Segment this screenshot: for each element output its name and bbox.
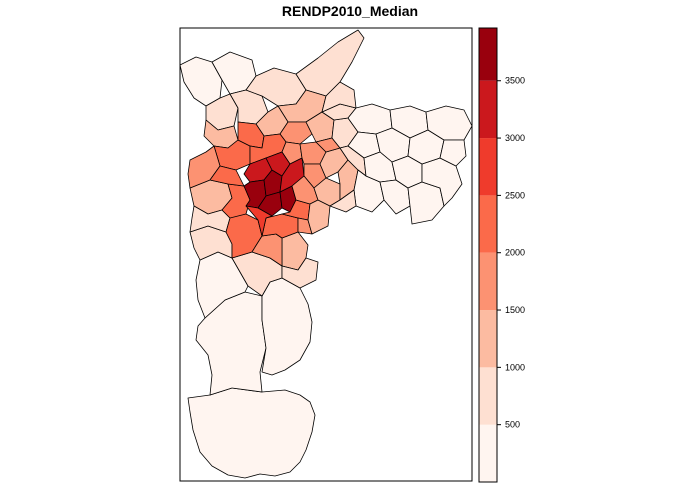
district-marsilac [195,291,267,396]
district-cantareira [295,29,365,97]
district-campo-grande [281,257,319,289]
legend-tick-label: 3500 [505,76,525,86]
district-alto-de-pinheiros [209,165,245,187]
legend-swatch [479,310,497,368]
district-grajau [261,277,313,376]
legend-tick-label: 2000 [505,248,525,258]
sao-paulo-map [179,29,473,479]
legend-swatch [479,138,497,196]
legend-swatch [479,424,497,482]
legend-tick-label: 500 [505,420,520,430]
legend-frame [478,27,498,483]
legend-swatch [479,28,497,81]
district-parelheiros [187,387,316,479]
map-frame [179,27,473,482]
legend-swatch [479,195,497,253]
legend-tick-label: 2500 [505,190,525,200]
legend-tick-label: 1500 [505,305,525,315]
legend-swatch [479,252,497,311]
district-sacoma [307,199,331,235]
map-title: RENDP2010_Median [281,3,419,19]
legend-swatch [479,80,497,139]
district-jardim-helena [425,105,473,141]
district-iguatemi [439,139,467,167]
legend-tick-label: 1000 [505,362,525,372]
legend-swatch [479,367,497,425]
legend-tick-label: 3000 [505,133,525,143]
district-campo-belo [245,205,273,237]
district-cidade-tiradentes [407,181,445,225]
legend-colorbar: 500 1000 1500 2000 2500 3000 3500 [478,27,525,483]
district-sapopemba [329,189,357,213]
